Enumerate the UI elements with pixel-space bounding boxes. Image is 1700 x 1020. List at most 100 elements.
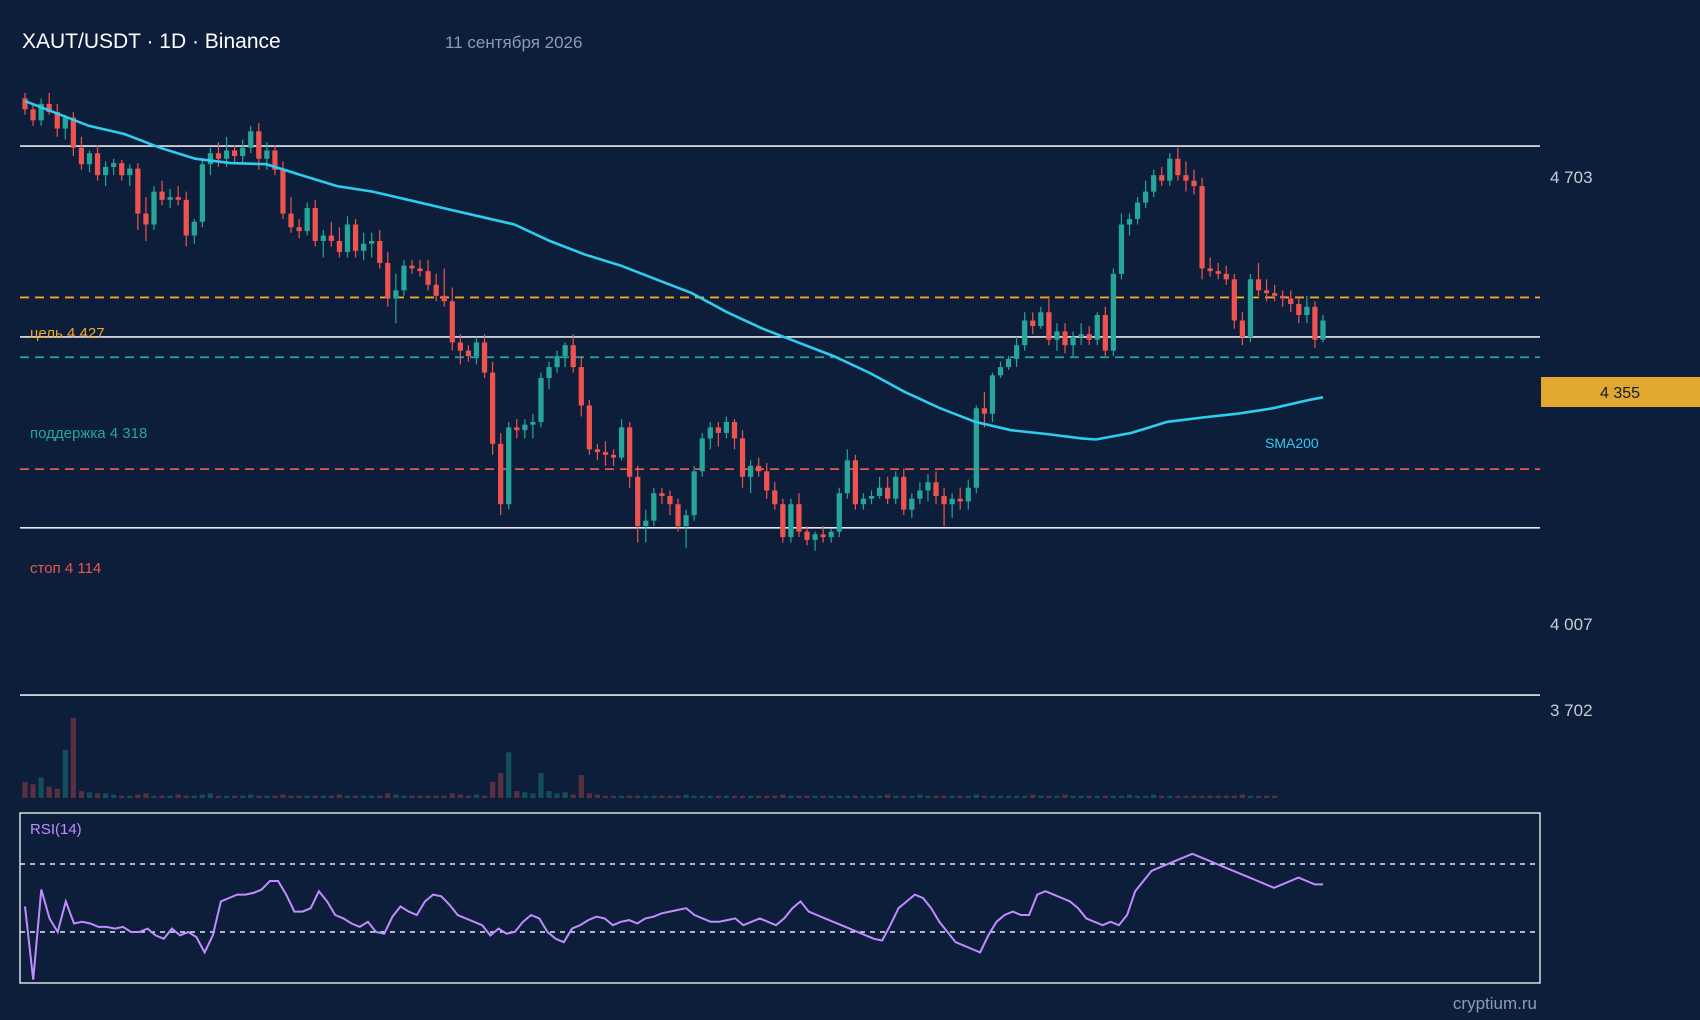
volume-bar xyxy=(989,795,996,798)
volume-bar xyxy=(602,795,609,798)
volume-bar xyxy=(159,795,165,798)
sma-label: SMA200 xyxy=(1265,435,1319,451)
candle-body xyxy=(965,487,971,502)
volume-bar xyxy=(917,794,923,798)
support-label: поддержка 4 318 xyxy=(30,425,147,442)
candle-body xyxy=(522,424,528,431)
volume-bar xyxy=(1175,795,1181,798)
volume-bar xyxy=(1046,795,1052,798)
candle-body xyxy=(296,227,302,232)
candle-body xyxy=(538,378,544,422)
candle-body xyxy=(635,476,641,527)
candle-body xyxy=(191,221,197,236)
volume-bar xyxy=(538,772,544,798)
volume-bar xyxy=(1247,795,1254,798)
volume-bar xyxy=(151,795,157,798)
candle-body xyxy=(1054,331,1060,340)
candle-body xyxy=(409,265,415,269)
volume-bar xyxy=(1062,794,1068,798)
candle-body xyxy=(1304,306,1310,315)
candle-body xyxy=(159,191,165,200)
candle-body xyxy=(675,504,681,527)
volume-bar xyxy=(949,795,955,798)
volume-bar xyxy=(498,772,504,798)
volume-bar xyxy=(586,793,592,798)
candle-body xyxy=(941,495,947,505)
volume-bar xyxy=(1272,795,1278,798)
volume-bar xyxy=(1239,794,1245,798)
volume-bar xyxy=(667,795,673,798)
candle-body xyxy=(1159,175,1165,181)
candle-body xyxy=(167,197,173,200)
candle-body xyxy=(868,495,875,499)
volume-bar xyxy=(231,795,238,798)
candle-body xyxy=(46,103,52,113)
candle-body xyxy=(901,476,907,510)
volume-bar xyxy=(1078,795,1084,798)
chart-date: 11 сентября 2026 xyxy=(445,33,582,52)
volume-bar xyxy=(868,795,875,798)
volume-bar xyxy=(280,794,286,798)
current-price-label: 4 355 xyxy=(1600,385,1640,402)
candle-body xyxy=(506,427,512,505)
candle-body xyxy=(1038,312,1044,326)
candle-body xyxy=(1126,219,1133,225)
volume-bar xyxy=(385,793,391,798)
candle-body xyxy=(1094,315,1100,340)
candle-body xyxy=(457,342,463,351)
watermark: cryptium.ru xyxy=(1453,994,1537,1013)
candle-body xyxy=(627,427,633,477)
volume-bar xyxy=(46,786,52,798)
volume-bar xyxy=(909,795,915,798)
candle-body xyxy=(425,271,431,285)
volume-bar xyxy=(344,795,351,798)
volume-bar xyxy=(610,795,617,798)
volume-bar xyxy=(264,795,270,798)
volume-bar xyxy=(457,794,463,798)
candle-body xyxy=(723,421,730,433)
candle-body xyxy=(562,345,568,357)
volume-bar xyxy=(627,795,633,798)
candle-body xyxy=(207,153,214,165)
volume-bar xyxy=(788,795,794,798)
volume-bar xyxy=(1054,795,1060,798)
sma-line xyxy=(24,99,1324,441)
candle-body xyxy=(747,465,754,477)
level-label-3702: 3 702 xyxy=(1550,701,1593,720)
candle-body xyxy=(127,168,133,176)
candle-body xyxy=(554,356,560,368)
volume-bar xyxy=(1255,795,1262,798)
volume-bar xyxy=(1183,795,1189,798)
candle-body xyxy=(981,408,988,414)
candle-body xyxy=(215,153,222,159)
candle-body xyxy=(812,534,818,540)
candle-body xyxy=(1223,273,1229,280)
volume-bar xyxy=(143,793,149,798)
volume-bar xyxy=(248,794,254,798)
volume-bar xyxy=(312,795,318,798)
volume-bar xyxy=(1263,795,1270,798)
volume-bar xyxy=(409,795,415,798)
volume-bar xyxy=(506,752,512,798)
candle-body xyxy=(707,427,713,439)
volume-bar xyxy=(562,792,568,798)
candle-body xyxy=(465,350,472,357)
candle-body xyxy=(989,375,996,414)
volume-bar xyxy=(207,793,214,798)
volume-bar xyxy=(441,795,447,798)
candle-body xyxy=(1255,279,1262,291)
volume-bar xyxy=(1191,795,1197,798)
volume-bar xyxy=(30,784,36,798)
volume-bar xyxy=(514,791,520,798)
candle-body xyxy=(30,109,36,121)
volume-bar xyxy=(618,795,625,798)
candle-body xyxy=(667,495,673,505)
volume-bar xyxy=(812,795,818,798)
candle-body xyxy=(852,460,859,505)
rsi-layer xyxy=(20,852,1540,980)
volume-bar xyxy=(997,795,1004,798)
sma-layer xyxy=(24,99,1324,441)
candle-body xyxy=(780,504,786,538)
candle-body xyxy=(715,427,721,433)
candle-body xyxy=(1215,271,1221,274)
